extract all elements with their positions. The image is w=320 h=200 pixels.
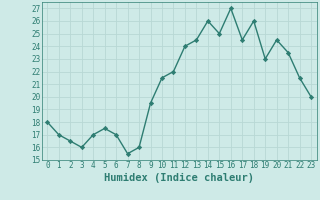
X-axis label: Humidex (Indice chaleur): Humidex (Indice chaleur)	[104, 173, 254, 183]
